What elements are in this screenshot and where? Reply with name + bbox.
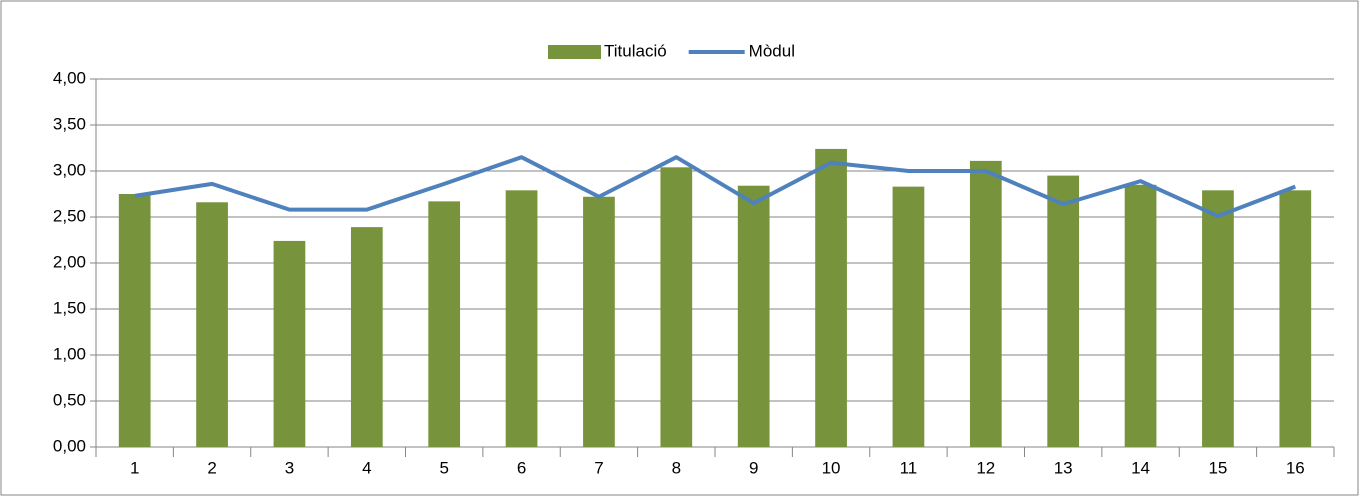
y-tick-label: 3,00 [53, 160, 86, 179]
x-tick-label: 8 [672, 458, 681, 477]
bar [892, 186, 925, 447]
bar [583, 196, 615, 447]
x-tick-label: 5 [439, 458, 448, 477]
bar [815, 148, 847, 448]
x-tick-label: 12 [976, 458, 995, 477]
x-tick-label: 14 [1131, 458, 1150, 477]
bar [737, 185, 770, 447]
line [134, 155, 1297, 219]
bar [1279, 190, 1312, 447]
x-tick-label: 6 [517, 458, 526, 477]
x-tick-label: 15 [1208, 458, 1227, 477]
y-tick-label: 2,50 [53, 206, 86, 225]
bar [273, 240, 306, 447]
x-tick-label: 4 [362, 458, 371, 477]
legend-label: Mòdul [749, 41, 795, 60]
y-tick-label: 0,00 [53, 436, 86, 455]
bar [505, 190, 538, 447]
bar [660, 167, 693, 447]
x-tick-label: 3 [285, 458, 294, 477]
y-tick-label: 0,50 [53, 390, 86, 409]
bar [428, 201, 461, 447]
y-tick-label: 1,00 [53, 344, 86, 363]
x-tick-label: 7 [594, 458, 603, 477]
legend-label: Titulació [604, 41, 667, 60]
bar [350, 227, 383, 447]
x-tick-label: 9 [749, 458, 758, 477]
x-tick-label: 11 [900, 458, 918, 477]
y-tick-label: 4,00 [53, 68, 86, 87]
bar [1047, 175, 1080, 447]
y-tick-label: 2,00 [53, 252, 86, 271]
bar [118, 194, 151, 447]
legend-swatch [548, 45, 601, 59]
y-tick-label: 1,50 [53, 298, 86, 317]
x-tick-label: 1 [130, 458, 139, 477]
x-tick-label: 16 [1286, 458, 1305, 477]
x-tick-label: 13 [1054, 458, 1073, 477]
bar [196, 202, 228, 447]
x-tick-label: 2 [207, 458, 216, 477]
x-tick-label: 10 [822, 458, 841, 477]
y-tick-label: 3,50 [53, 114, 86, 133]
bar [969, 160, 1002, 447]
bar [1124, 184, 1157, 448]
bar [1202, 190, 1234, 447]
